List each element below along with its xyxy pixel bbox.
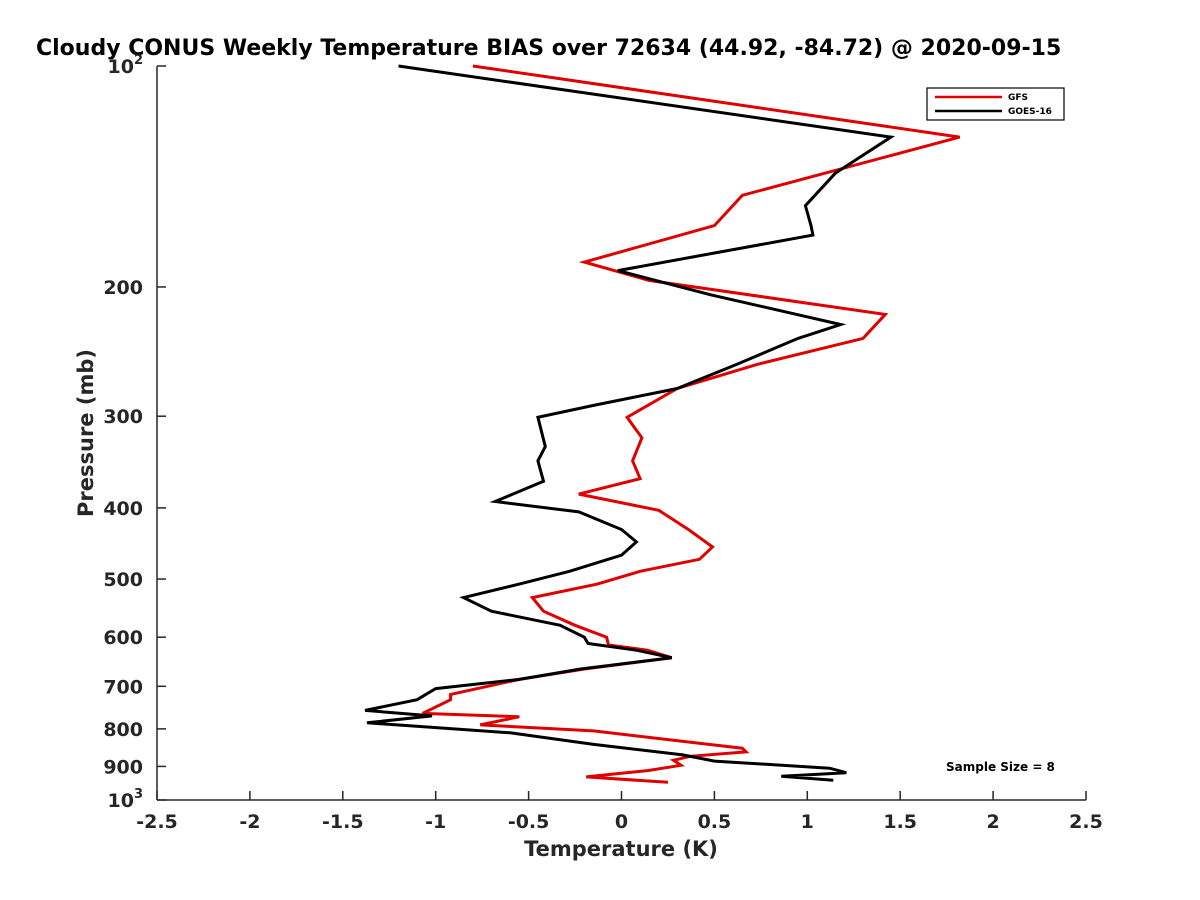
x-tick-label: 2.5: [1069, 811, 1103, 833]
x-tick-label: 1: [801, 811, 814, 833]
x-tick-label: -1.5: [322, 811, 364, 833]
y-tick-label: 900: [103, 756, 143, 778]
y-tick-label: 600: [103, 627, 143, 649]
y-tick-label: 103: [108, 787, 144, 812]
y-tick-label-exponent: 2: [134, 53, 143, 68]
x-tick-label: -1: [425, 811, 446, 833]
series-line-gfs: [422, 64, 961, 784]
y-tick-label-base: 10: [108, 790, 134, 812]
y-axis-label: Pressure (mb): [74, 349, 98, 517]
x-tick-label: 0: [615, 811, 628, 833]
y-tick-label: 400: [103, 498, 143, 520]
legend: GFS GOES-16: [926, 87, 1065, 121]
x-tick-label: 1.5: [883, 811, 917, 833]
x-tick-label: -2: [239, 811, 260, 833]
series-line-goes16: [364, 64, 896, 782]
plot-area: [156, 66, 1086, 801]
y-tick-label: 800: [103, 719, 143, 741]
x-tick-label: 0.5: [698, 811, 732, 833]
x-tick-label: 2: [986, 811, 999, 833]
y-tick-label: 300: [103, 406, 143, 428]
x-axis-ticks: -2.5 -2 -1.5 -1 -0.5 0 0.5 1 1.5 2 2.5: [136, 791, 1103, 833]
legend-label-goes16: GOES-16: [1008, 107, 1052, 117]
y-tick-label: 200: [103, 277, 143, 299]
y-tick-label: 102: [108, 53, 144, 78]
series-layer: [364, 64, 961, 784]
x-axis-label: Temperature (K): [524, 837, 718, 861]
x-tick-label: -0.5: [508, 811, 550, 833]
chart-title: Cloudy CONUS Weekly Temperature BIAS ove…: [36, 36, 1061, 61]
sample-size-annotation: Sample Size = 8: [946, 760, 1055, 774]
x-tick-label: -2.5: [136, 811, 178, 833]
y-tick-label: 500: [103, 569, 143, 591]
y-tick-label-exponent: 3: [134, 787, 143, 802]
legend-label-gfs: GFS: [1008, 93, 1028, 103]
y-tick-label-base: 10: [108, 56, 134, 78]
y-tick-label: 700: [103, 676, 143, 698]
legend-box: [926, 87, 1065, 121]
